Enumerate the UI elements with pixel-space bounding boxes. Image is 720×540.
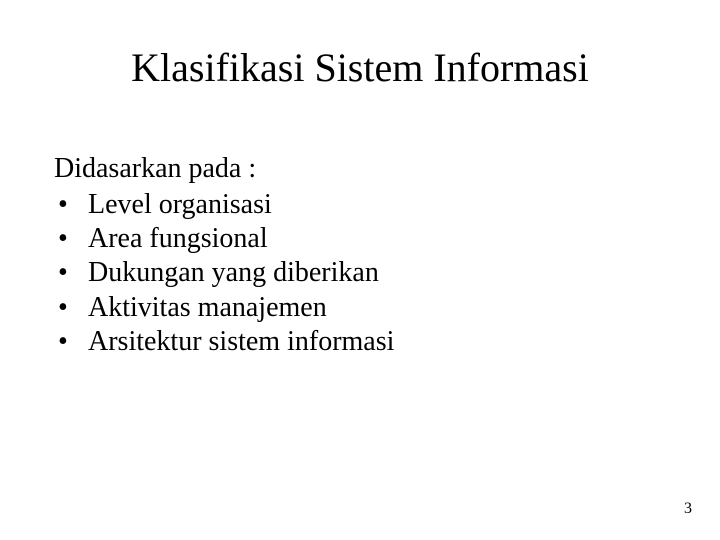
bullet-icon: • xyxy=(58,291,68,325)
list-item: • Level organisasi xyxy=(54,188,666,222)
bullet-list: • Level organisasi • Area fungsional • D… xyxy=(54,188,666,359)
page-number: 3 xyxy=(684,500,692,518)
bullet-icon: • xyxy=(58,188,68,222)
bullet-text: Area fungsional xyxy=(88,223,268,254)
bullet-text: Dukungan yang diberikan xyxy=(88,257,379,288)
slide-title: Klasifikasi Sistem Informasi xyxy=(0,44,720,91)
list-item: • Area fungsional xyxy=(54,222,666,256)
bullet-icon: • xyxy=(58,222,68,256)
list-item: • Arsitektur sistem informasi xyxy=(54,325,666,359)
bullet-icon: • xyxy=(58,325,68,359)
intro-text: Didasarkan pada : xyxy=(54,152,666,186)
bullet-text: Arsitektur sistem informasi xyxy=(88,326,394,357)
slide-body: Didasarkan pada : • Level organisasi • A… xyxy=(54,152,666,359)
list-item: • Aktivitas manajemen xyxy=(54,291,666,325)
bullet-text: Aktivitas manajemen xyxy=(88,292,327,323)
slide: Klasifikasi Sistem Informasi Didasarkan … xyxy=(0,0,720,540)
list-item: • Dukungan yang diberikan xyxy=(54,256,666,290)
bullet-text: Level organisasi xyxy=(88,189,272,220)
bullet-icon: • xyxy=(58,256,68,290)
